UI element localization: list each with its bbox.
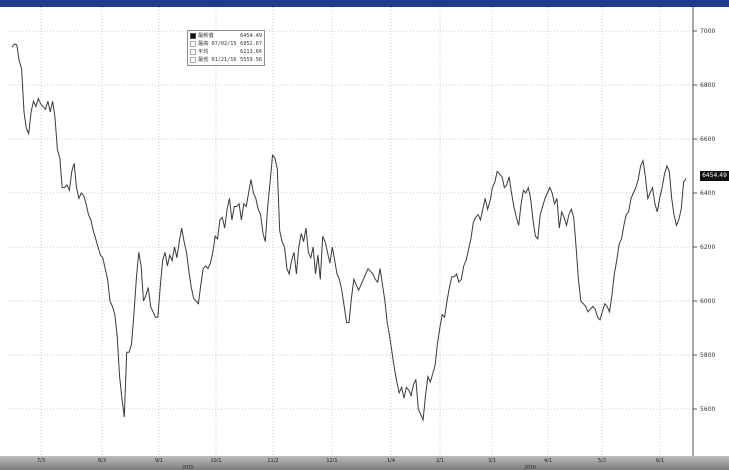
x-axis: 7/3 8/3 9/1 10/1 11/2 12/1 1/4 2/1 3/1 4/1 5/2 6/1 2…: [37, 458, 664, 470]
legend-swatch-icon: [190, 57, 196, 63]
window-title-bar: [0, 0, 729, 7]
legend-label: 最新價: [198, 33, 214, 39]
x-tick-label: 2/1: [436, 458, 444, 464]
legend-label: 平均: [198, 49, 209, 55]
gridlines: [8, 7, 693, 456]
legend-label: 最高 07/02/15: [198, 41, 237, 47]
x-tick-label: 7/3: [37, 458, 45, 464]
y-tick-label: 5600: [700, 406, 715, 413]
series-line: [11, 43, 687, 422]
y-tick-label: 6600: [700, 136, 715, 143]
y-tick-label: 6200: [700, 244, 715, 251]
x-year-label: 2015: [182, 465, 194, 470]
x-tick-label: 12/1: [326, 458, 337, 464]
x-tick-label: 10/1: [210, 458, 221, 464]
legend-row-last: 最新價 6454.49: [190, 32, 262, 40]
legend-swatch-icon: [190, 33, 196, 39]
chart-legend: 最新價 6454.49 最高 07/02/15 6952.67 平均 6213.…: [187, 30, 265, 66]
legend-row-low: 最低 01/21/16 5559.56: [190, 56, 262, 64]
series-group: [11, 43, 687, 422]
x-tick-label: 8/3: [98, 458, 106, 464]
x-tick-label: 9/1: [155, 458, 163, 464]
y-tick-label: 6800: [700, 82, 715, 89]
x-tick-label: 11/2: [267, 458, 278, 464]
y-axis-ticks: 7000 6800 6600 6400 6200 6000 5800 5600: [693, 28, 715, 413]
legend-row-high: 最高 07/02/15 6952.67: [190, 40, 262, 48]
x-tick-label: 5/2: [598, 458, 606, 464]
legend-swatch-icon: [190, 41, 196, 47]
legend-value: 6454.49: [240, 33, 262, 39]
x-axis-bar: [0, 456, 729, 470]
legend-swatch-icon: [190, 49, 196, 55]
y-tick-label: 6400: [700, 190, 715, 197]
x-tick-label: 4/1: [544, 458, 552, 464]
legend-label: 最低 01/21/16: [198, 57, 237, 63]
y-tick-label: 5800: [700, 352, 715, 359]
x-tick-label: 6/1: [656, 458, 664, 464]
y-tick-label: 7000: [700, 28, 715, 35]
legend-row-average: 平均 6213.66: [190, 48, 262, 56]
x-year-label: 2016: [524, 465, 536, 470]
legend-value: 5559.56: [240, 57, 262, 63]
legend-value: 6213.66: [240, 49, 262, 55]
x-tick-label: 1/4: [387, 458, 395, 464]
legend-value: 6952.67: [240, 41, 262, 47]
last-value-tag: 6454.49: [700, 171, 729, 181]
x-tick-label: 3/1: [488, 458, 496, 464]
y-tick-label: 6000: [700, 298, 715, 305]
